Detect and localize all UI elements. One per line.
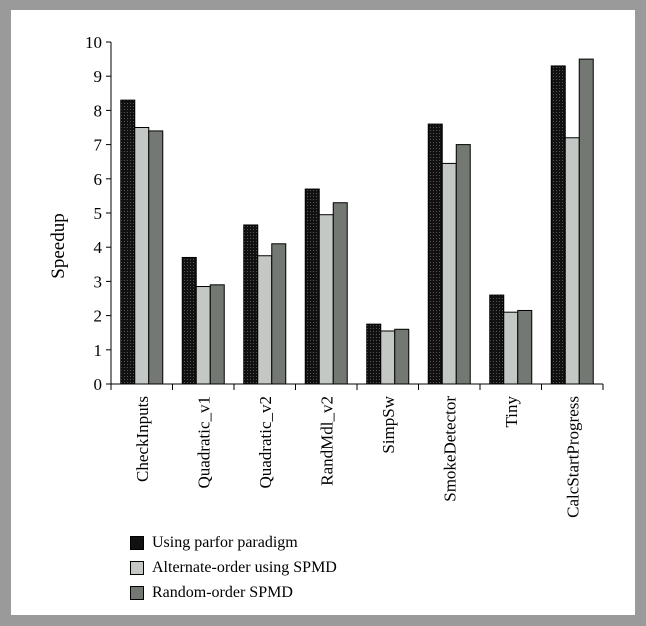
- bar-Quadratic_v1-series-0: [181, 256, 197, 385]
- bar-Quadratic_v2-series-2: [271, 243, 287, 385]
- legend-item-1: Alternate-order using SPMD: [130, 555, 337, 580]
- bar-Tiny-series-2: [517, 309, 533, 385]
- y-axis-label: Speedup: [48, 213, 69, 278]
- bar-CheckInputs-series-0: [120, 99, 136, 385]
- y-tick-label-0: 0: [94, 375, 103, 394]
- x-tick-label-3: RandMdl_v2: [317, 396, 336, 486]
- legend-item-2: Random-order SPMD: [130, 580, 337, 605]
- y-tick-label-5: 5: [94, 204, 103, 223]
- y-tick-label-1: 1: [94, 341, 103, 360]
- x-tick-label-6: Tiny: [502, 396, 521, 428]
- y-tick-label-6: 6: [94, 170, 103, 189]
- bar-CalcStartProgress-series-2: [578, 58, 594, 385]
- x-tick-label-5: SmokeDetector: [440, 396, 459, 502]
- x-tick-label-2: Quadratic_v2: [256, 396, 275, 489]
- bar-SmokeDetector-series-1: [441, 162, 457, 385]
- bar-RandMdl_v2-series-2: [332, 202, 348, 385]
- x-tick-label-1: Quadratic_v1: [194, 396, 213, 489]
- y-tick-label-9: 9: [94, 67, 103, 86]
- bar-CheckInputs-series-1: [134, 127, 150, 385]
- y-tick-label-10: 10: [85, 33, 102, 52]
- y-tick-label-7: 7: [94, 136, 103, 155]
- bar-CheckInputs-series-2: [148, 130, 164, 385]
- bar-SmokeDetector-series-0: [427, 123, 443, 385]
- legend-label-2: Random-order SPMD: [152, 583, 293, 601]
- legend-item-0: Using parfor paradigm: [130, 530, 337, 555]
- bar-SimpSw-series-1: [380, 330, 396, 385]
- plot-area: 0 1 2 3 4 5 6 7 8 9 10 CheckInputs Quadratic_v1 Quadr…: [85, 33, 604, 518]
- bar-Quadratic_v1-series-1: [195, 286, 211, 385]
- bar-RandMdl_v2-series-0: [304, 188, 320, 385]
- bar-CalcStartProgress-series-0: [550, 65, 566, 385]
- bar-SimpSw-series-2: [394, 328, 410, 385]
- x-tick-label-7: CalcStartProgress: [563, 396, 582, 518]
- legend-swatch-2: [130, 585, 144, 600]
- bar-SimpSw-series-0: [366, 323, 382, 385]
- y-tick-label-4: 4: [94, 238, 103, 257]
- legend-label-0: Using parfor paradigm: [152, 533, 298, 551]
- bar-Quadratic_v2-series-1: [257, 255, 273, 385]
- bar-Tiny-series-1: [503, 311, 519, 385]
- bar-SmokeDetector-series-2: [455, 144, 471, 385]
- bar-RandMdl_v2-series-1: [318, 214, 334, 385]
- y-tick-label-3: 3: [94, 272, 103, 291]
- legend-swatch-0: [130, 535, 144, 550]
- legend-swatch-1: [130, 560, 144, 575]
- legend: Using parfor paradigm Alternate-order us…: [130, 530, 337, 605]
- bar-Quadratic_v1-series-2: [209, 284, 225, 385]
- y-tick-label-2: 2: [94, 307, 103, 326]
- x-tick-label-4: SimpSw: [379, 395, 398, 453]
- bar-Quadratic_v2-series-0: [243, 224, 259, 385]
- y-tick-label-8: 8: [94, 101, 103, 120]
- legend-label-1: Alternate-order using SPMD: [152, 558, 337, 576]
- bar-CalcStartProgress-series-1: [564, 137, 580, 385]
- x-tick-label-0: CheckInputs: [133, 396, 152, 482]
- bar-Tiny-series-0: [489, 294, 505, 385]
